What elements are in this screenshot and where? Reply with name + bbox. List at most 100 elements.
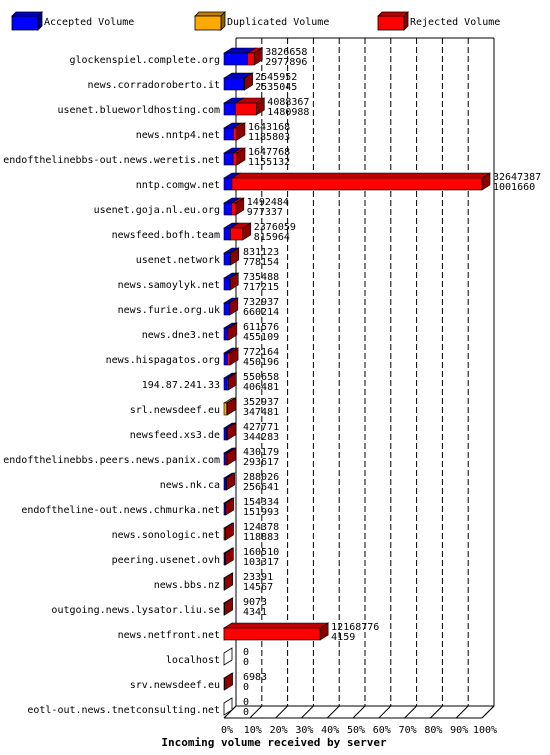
- bar-segment: [230, 227, 244, 241]
- category-label: news.corradoroberto.it: [88, 80, 220, 91]
- floor-tick: [455, 705, 469, 719]
- category-label: usenet.network: [136, 255, 220, 266]
- total-value-label: 288026: [243, 472, 279, 483]
- bar-segment-side: [228, 322, 238, 341]
- accepted-value-label: 14567: [243, 582, 273, 593]
- legend-swatch: [194, 15, 222, 31]
- accepted-value-label: 455109: [243, 332, 279, 343]
- bar-segment: [223, 277, 230, 291]
- x-tick-label: 50%: [347, 725, 365, 736]
- x-axis-label: Incoming volume received by server: [161, 736, 387, 749]
- legend: Accepted Volume Duplicated Volume Rejected…: [11, 11, 500, 31]
- bar-segment: [223, 352, 228, 366]
- x-tick-label: 30%: [295, 725, 313, 736]
- category-label: usenet.goja.nl.eu.org: [94, 205, 220, 216]
- category-label: endofthelinebbs.peers.news.panix.com: [3, 455, 220, 466]
- total-value-label: 32647387: [493, 172, 541, 183]
- category-label: news.nntp4.net: [136, 130, 220, 141]
- x-tick-label: 10%: [244, 725, 262, 736]
- floor-tick: [404, 705, 417, 719]
- bar-segment-side: [228, 372, 237, 391]
- x-tick-label: 20%: [270, 725, 288, 736]
- category-label: 194.87.241.33: [142, 380, 220, 391]
- floor-tick: [378, 705, 392, 719]
- bar-segment-side: [225, 497, 235, 516]
- bar-segment: [233, 127, 238, 141]
- floor-tick: [301, 705, 314, 719]
- accepted-value-label: 660214: [243, 307, 279, 318]
- accepted-value-label: 1001660: [493, 182, 535, 193]
- category-label: glockenspiel.complete.org: [69, 55, 220, 66]
- category-label: srl.newsdeef.eu: [130, 405, 220, 416]
- accepted-value-label: 1480988: [267, 107, 309, 118]
- bar-segment: [235, 102, 257, 116]
- total-value-label: 160510: [243, 547, 279, 558]
- bar-segment-side: [226, 472, 235, 491]
- total-value-label: 352937: [243, 397, 279, 408]
- category-label: newsfeed.xs3.de: [130, 430, 220, 441]
- accepted-value-label: 256641: [243, 482, 279, 493]
- accepted-value-label: 0: [243, 707, 249, 718]
- total-value-label: 1492484: [247, 197, 289, 208]
- category-label: news.bbs.nz: [154, 580, 220, 591]
- bar-segment: [223, 627, 321, 641]
- bar-segment-side: [235, 197, 245, 216]
- bar-segment: [232, 152, 238, 166]
- total-value-label: 732937: [243, 297, 279, 308]
- bar-segment: [231, 202, 237, 216]
- accepted-value-label: 717215: [243, 282, 279, 293]
- accepted-value-label: 1155132: [248, 157, 290, 168]
- accepted-value-label: 2535045: [255, 82, 297, 93]
- total-value-label: 12168776: [331, 622, 379, 633]
- bar-segment-side: [229, 347, 239, 366]
- accepted-value-label: 151993: [243, 507, 279, 518]
- category-label: eotl-out.news.tnetconsulting.net: [27, 705, 220, 716]
- accepted-value-label: 450196: [243, 357, 279, 368]
- bar-segment-side: [227, 422, 236, 441]
- bar-segment: [223, 452, 227, 466]
- bar-segment-side: [481, 172, 491, 191]
- accepted-value-label: 103317: [243, 557, 279, 568]
- bar-empty: [223, 697, 233, 716]
- x-tick-label: 40%: [321, 725, 339, 736]
- bar-segment: [223, 77, 245, 91]
- total-value-label: 0: [243, 697, 249, 708]
- total-value-label: 23391: [243, 572, 273, 583]
- category-label: localhost: [166, 655, 220, 666]
- total-value-label: 550658: [243, 372, 279, 383]
- bar-segment-side: [230, 247, 240, 266]
- accepted-value-label: 2977896: [265, 57, 307, 68]
- bar-segment-side: [225, 522, 234, 541]
- x-tick-label: 70%: [399, 725, 417, 736]
- accepted-value-label: 118883: [243, 532, 279, 543]
- legend-swatch: [377, 15, 405, 31]
- total-value-label: 1647768: [248, 147, 290, 158]
- bar-segment: [223, 102, 237, 116]
- bar-segment: [223, 227, 231, 241]
- accepted-value-label: 1185803: [248, 132, 290, 143]
- bar-segment: [223, 477, 227, 491]
- accepted-value-label: 815964: [254, 232, 290, 243]
- category-label: outgoing.news.lysator.liu.se: [51, 605, 220, 616]
- total-value-label: 3826658: [265, 47, 307, 58]
- floor-tick: [275, 705, 288, 719]
- category-label: news.furie.org.uk: [118, 305, 220, 316]
- category-label: nntp.comgw.net: [136, 180, 220, 191]
- floor-tick: [223, 705, 237, 719]
- total-value-label: 9073: [243, 597, 267, 608]
- legend-swatch-top: [11, 11, 43, 17]
- bar-segment: [223, 302, 230, 316]
- bar-segment: [223, 402, 228, 416]
- category-label: news.nk.ca: [160, 480, 220, 491]
- floor-tick: [249, 705, 263, 719]
- x-tick-label: 60%: [373, 725, 391, 736]
- bar-segment: [223, 202, 233, 216]
- bar-segment-side: [236, 122, 246, 141]
- bar-segment-top: [230, 172, 492, 179]
- bar-segment-side: [224, 672, 233, 691]
- floor-tick: [481, 705, 495, 719]
- bar-segment-side: [256, 97, 265, 116]
- total-value-label: 4088367: [267, 97, 309, 108]
- accepted-value-label: 4159: [331, 632, 355, 643]
